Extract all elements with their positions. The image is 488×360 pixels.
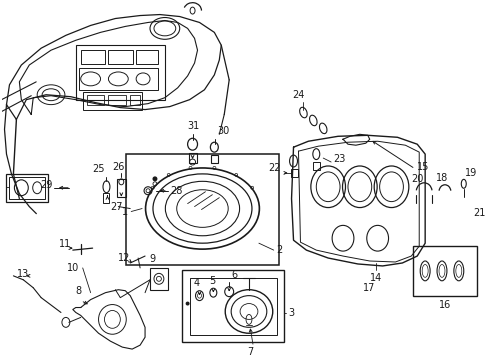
Text: 13: 13 [17,269,29,279]
Bar [211,155,218,163]
Bar [86,95,104,105]
Text: 5: 5 [209,276,215,286]
Text: 31: 31 [187,121,199,131]
Text: 7: 7 [247,347,253,357]
Text: 20: 20 [410,174,423,184]
Text: 3: 3 [288,309,294,319]
Bar [126,154,278,265]
Text: 24: 24 [292,90,304,100]
Text: 16: 16 [438,300,450,310]
Text: 19: 19 [464,168,476,178]
Text: 14: 14 [369,273,381,283]
Text: 22: 22 [267,163,280,173]
Text: 12: 12 [118,253,130,263]
Bar [412,246,476,296]
Text: 27: 27 [110,202,122,212]
Text: 21: 21 [473,208,485,219]
Text: 17: 17 [363,283,375,293]
Bar [130,95,140,105]
Text: 23: 23 [332,154,345,164]
Text: 26: 26 [112,162,124,172]
Bar [79,68,158,90]
Bar [150,268,167,290]
Ellipse shape [185,302,189,306]
Bar [108,95,126,105]
Bar [81,50,105,64]
Text: 29: 29 [41,180,53,190]
Text: 9: 9 [149,254,155,264]
Bar [6,174,48,202]
Text: 28: 28 [169,186,182,196]
Bar [103,193,109,203]
Text: 11: 11 [59,239,71,249]
Text: 2: 2 [276,245,283,255]
Text: 15: 15 [416,162,429,172]
Bar [188,153,196,163]
Text: 18: 18 [435,173,447,183]
Bar [136,50,158,64]
Text: 4: 4 [193,278,199,288]
Bar [117,179,126,197]
Bar [189,278,276,335]
Bar [76,45,164,100]
Bar [82,92,142,109]
Text: 30: 30 [217,126,229,136]
Bar [313,162,320,170]
Bar [290,169,298,177]
Bar [182,270,283,342]
Ellipse shape [152,176,157,181]
Text: 8: 8 [76,285,81,296]
Text: 10: 10 [66,263,79,273]
Bar [9,177,45,199]
Text: 1: 1 [122,207,128,216]
Text: 6: 6 [231,270,237,280]
Text: 25: 25 [92,164,104,174]
Bar [108,50,133,64]
